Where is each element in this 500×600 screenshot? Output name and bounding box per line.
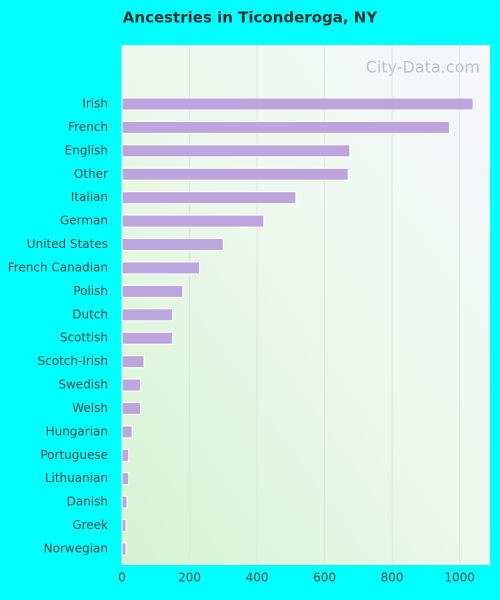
bar: [121, 331, 174, 345]
bar: [121, 261, 201, 275]
y-tick-label: French: [68, 120, 108, 134]
chart-title: Ancestries in Ticonderoga, NY: [123, 9, 379, 27]
bar: [121, 308, 174, 322]
y-tick-label: English: [65, 143, 108, 157]
y-tick-label: Norwegian: [44, 541, 108, 555]
y-tick-label: Swedish: [58, 378, 108, 392]
y-tick-label: Dutch: [72, 307, 108, 321]
y-tick-label: Portuguese: [40, 448, 108, 462]
bar: [121, 214, 265, 228]
y-tick-label: Italian: [71, 190, 108, 204]
y-tick-label: Polish: [73, 284, 108, 298]
bar: [121, 355, 145, 369]
y-tick-label: Scotch-Irish: [38, 354, 108, 368]
bar: [121, 378, 142, 392]
x-tick-label: 0: [118, 571, 126, 585]
bar: [121, 144, 351, 158]
bar: [121, 448, 130, 462]
y-tick-label: Welsh: [72, 401, 108, 415]
y-tick-label: Danish: [67, 495, 108, 509]
x-tick-label: 200: [178, 571, 201, 585]
y-tick-label: German: [60, 214, 108, 228]
watermark: City-Data.com: [366, 58, 480, 77]
bar: [121, 120, 450, 134]
y-tick-label: Greek: [72, 518, 108, 532]
x-tick-label: 800: [381, 571, 404, 585]
bar: [121, 238, 224, 252]
bar: [121, 97, 474, 111]
x-tick-label: 600: [313, 571, 336, 585]
bar: [121, 284, 184, 298]
y-tick-label: Lithuanian: [45, 471, 108, 485]
bar: [121, 401, 142, 415]
bar: [121, 472, 130, 486]
bar: [121, 542, 127, 556]
bar: [121, 495, 128, 509]
bar: [121, 191, 297, 205]
y-tick-label: Other: [74, 167, 108, 181]
y-tick-label: Hungarian: [46, 424, 108, 438]
x-tick-label: 400: [246, 571, 269, 585]
y-tick-label: Irish: [82, 97, 108, 111]
bar: [121, 425, 133, 439]
y-tick-label: United States: [27, 237, 108, 251]
bar: [121, 167, 349, 181]
y-tick-label: Scottish: [60, 331, 108, 345]
y-tick-label: French Canadian: [8, 260, 108, 274]
bar: [121, 519, 127, 533]
x-tick-label: 1000: [444, 571, 475, 585]
